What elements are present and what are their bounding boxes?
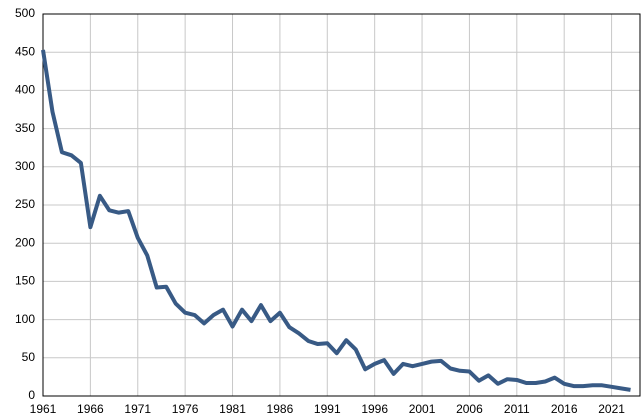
y-tick-label: 100: [15, 312, 35, 326]
y-tick-label: 500: [15, 6, 35, 20]
x-tick-label: 2006: [456, 402, 483, 416]
data-line: [41, 49, 631, 392]
y-tick-label: 0: [28, 388, 35, 402]
x-tick-label: 1976: [172, 402, 199, 416]
y-tick-label: 200: [15, 235, 35, 249]
y-tick-label: 50: [22, 350, 36, 364]
y-tick-label: 250: [15, 197, 35, 211]
x-tick-label: 2021: [598, 402, 625, 416]
plot-border: [42, 13, 641, 397]
y-tick-label: 300: [15, 159, 35, 173]
x-tick-label: 1971: [124, 402, 151, 416]
x-tick-label: 2016: [551, 402, 578, 416]
y-tick-label: 350: [15, 121, 35, 135]
x-tick-label: 1966: [77, 402, 104, 416]
x-tick-label: 2011: [504, 402, 530, 416]
x-tick-label: 1991: [314, 402, 341, 416]
y-tick-label: 450: [15, 44, 35, 58]
y-tick-label: 400: [15, 83, 35, 97]
y-tick-label: 150: [15, 274, 35, 288]
x-tick-label: 1986: [267, 402, 294, 416]
x-tick-label: 2001: [409, 402, 436, 416]
x-tick-label: 1961: [30, 402, 57, 416]
x-tick-label: 1996: [361, 402, 388, 416]
x-tick-label: 1981: [219, 402, 246, 416]
